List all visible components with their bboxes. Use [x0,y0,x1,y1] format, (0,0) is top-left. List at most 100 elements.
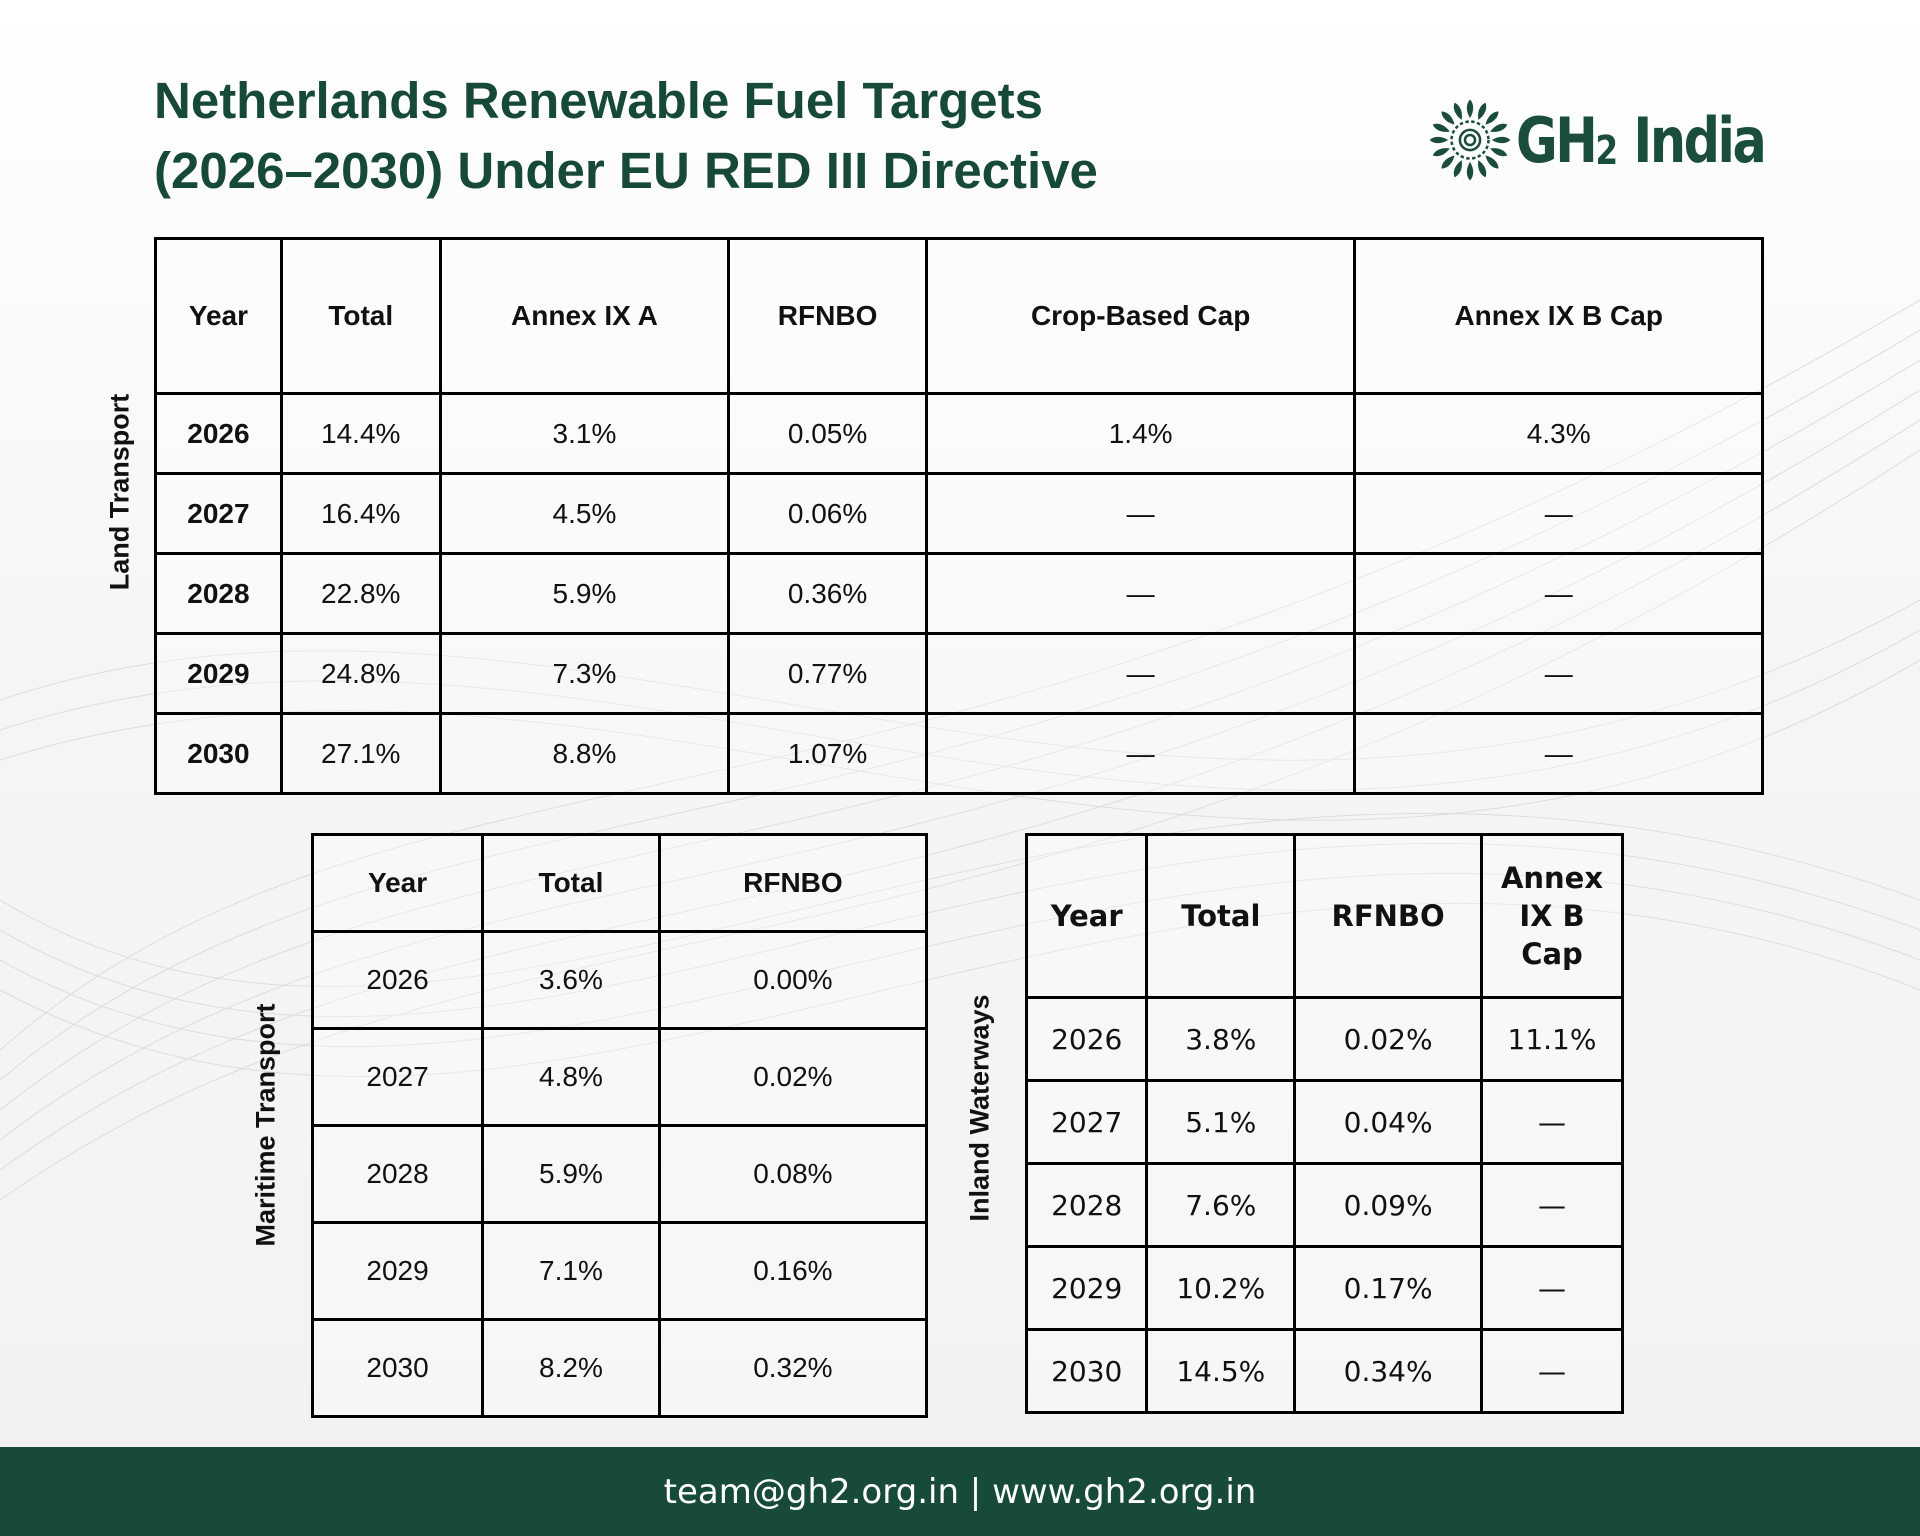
inland-value-cell: 11.1% [1480,996,1624,1082]
mandala-petal [1432,148,1450,157]
inland-value-cell: 0.09% [1293,1162,1483,1248]
maritime-year-cell: 2027 [310,1027,485,1127]
inland-value-cell: — [1480,1245,1624,1331]
land-table-row: 2027 16.4% 4.5% 0.06% — — [154,472,1764,555]
logo-text: GH2 India [1516,103,1767,177]
inland-value-cell: 3.8% [1145,996,1297,1082]
land-value-cell: 5.9% [438,552,731,635]
maritime-value-cell: 0.16% [657,1221,929,1321]
mandala-petal [1490,123,1508,132]
maritime-value-cell: 7.1% [481,1221,661,1321]
inland-table-row: 2028 7.6% 0.09% — [1024,1162,1624,1248]
maritime-year-cell: 2028 [310,1124,485,1224]
land-value-cell: — [1353,632,1764,715]
land-year-cell: 2026 [154,392,283,475]
footer-bar: team@gh2.org.in | www.gh2.org.in [0,1447,1920,1536]
inland-table-row: 2026 3.8% 0.02% 11.1% [1024,996,1624,1082]
inland-value-cell: — [1480,1079,1624,1165]
maritime-transport-label: Maritime Transport [250,1003,281,1247]
land-year-cell: 2029 [154,632,283,715]
mandala-petal [1432,123,1450,132]
mandala-petal [1478,160,1487,178]
maritime-transport-table: Year Total RFNBO 2026 3.6% 0.00% 2027 4.8% 0.02… [310,833,929,1418]
footer-contact: team@gh2.org.in | www.gh2.org.in [663,1471,1257,1512]
maritime-table-row: 2030 8.2% 0.32% [310,1318,929,1418]
land-value-cell: — [924,632,1357,715]
mandala-petal [1453,160,1462,178]
inland-table-row: 2029 10.2% 0.17% — [1024,1245,1624,1331]
land-value-cell: 16.4% [279,472,442,555]
land-table-row: 2026 14.4% 3.1% 0.05% 1.4% 4.3% [154,392,1764,475]
maritime-value-cell: 0.00% [657,930,929,1030]
maritime-table-row: 2027 4.8% 0.02% [310,1027,929,1127]
inland-value-cell: 10.2% [1145,1245,1297,1331]
inland-value-cell: — [1480,1328,1624,1414]
land-value-cell: 0.77% [727,632,928,715]
land-header-cell: Crop-Based Cap [924,237,1357,395]
inland-waterways-table: Year Total RFNBO Annex IX B Cap 2026 3.8% 0.0… [1024,833,1624,1414]
inland-header-cell: Year [1024,833,1149,999]
inland-table-row: 2027 5.1% 0.04% — [1024,1079,1624,1165]
land-value-cell: 7.3% [438,632,731,715]
inland-value-cell: 14.5% [1145,1328,1297,1414]
inland-header-cell: Total [1145,833,1297,999]
mandala-petal [1466,161,1474,181]
mandala-petal [1490,148,1508,157]
land-header-cell: Total [279,237,442,395]
title-line-2: (2026–2030) Under EU RED III Directive [154,142,1098,199]
land-year-cell: 2028 [154,552,283,635]
land-value-cell: 8.8% [438,712,731,795]
land-year-cell: 2030 [154,712,283,795]
land-value-cell: 24.8% [279,632,442,715]
maritime-value-cell: 8.2% [481,1318,661,1418]
land-value-cell: 1.07% [727,712,928,795]
land-value-cell: 0.36% [727,552,928,635]
inland-value-cell: 7.6% [1145,1162,1297,1248]
maritime-table-row: 2029 7.1% 0.16% [310,1221,929,1321]
mandala-petal [1466,99,1474,119]
inland-value-cell: 0.34% [1293,1328,1483,1414]
inland-year-cell: 2026 [1024,996,1149,1082]
mandala-petal [1485,111,1499,125]
maritime-year-cell: 2030 [310,1318,485,1418]
mandala-petal [1485,155,1499,169]
maritime-header-cell: RFNBO [657,833,929,933]
title-line-1: Netherlands Renewable Fuel Targets [154,72,1043,129]
inland-header-cell: Annex IX B Cap [1480,833,1624,999]
maritime-value-cell: 0.08% [657,1124,929,1224]
land-value-cell: 27.1% [279,712,442,795]
inland-year-cell: 2029 [1024,1245,1149,1331]
land-transport-table: Year Total Annex IX A RFNBO Crop-Based Cap An… [154,237,1764,795]
land-value-cell: — [924,712,1357,795]
land-value-cell: — [1353,552,1764,635]
inland-value-cell: 5.1% [1145,1079,1297,1165]
inland-waterways-label: Inland Waterways [964,994,995,1222]
inland-header-cell: RFNBO [1293,833,1483,999]
land-year-cell: 2027 [154,472,283,555]
maritime-value-cell: 4.8% [481,1027,661,1127]
land-value-cell: 22.8% [279,552,442,635]
maritime-value-cell: 5.9% [481,1124,661,1224]
land-value-cell: 0.05% [727,392,928,475]
inland-value-cell: 0.02% [1293,996,1483,1082]
mandala-petal [1453,102,1462,120]
maritime-value-cell: 3.6% [481,930,661,1030]
inland-value-cell: 0.17% [1293,1245,1483,1331]
maritime-year-cell: 2029 [310,1221,485,1321]
maritime-header-cell: Total [481,833,661,933]
inland-year-cell: 2030 [1024,1328,1149,1414]
mandala-petal [1491,136,1511,144]
maritime-header-cell: Year [310,833,485,933]
inland-value-cell: — [1480,1162,1624,1248]
land-value-cell: 14.4% [279,392,442,475]
land-transport-label: Land Transport [104,393,135,591]
land-header-cell: Annex IX A [438,237,731,395]
land-table-row: 2028 22.8% 5.9% 0.36% — — [154,552,1764,635]
inland-value-cell: 0.04% [1293,1079,1483,1165]
land-value-cell: — [924,472,1357,555]
land-value-cell: — [1353,712,1764,795]
maritime-value-cell: 0.32% [657,1318,929,1418]
land-value-cell: 4.3% [1353,392,1764,475]
land-header-cell: Annex IX B Cap [1353,237,1764,395]
maritime-year-cell: 2026 [310,930,485,1030]
